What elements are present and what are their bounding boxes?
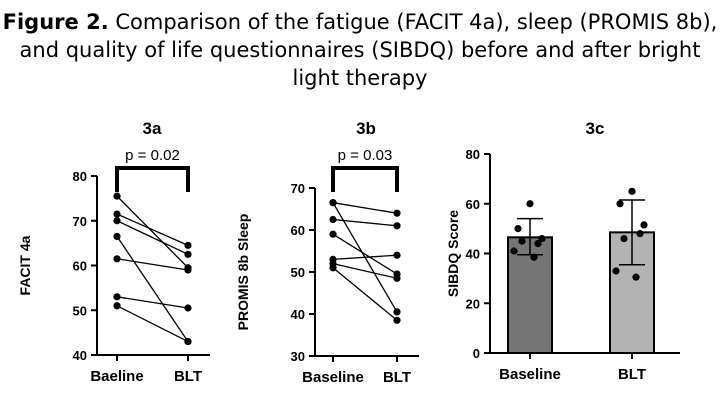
chart-3b-y-tick-label: 30 — [291, 349, 305, 364]
figure-label: Figure 2. — [2, 10, 109, 34]
chart-3a-series-line — [116, 220, 189, 255]
chart-3a-y-tick-label: 40 — [73, 348, 87, 363]
chart-3c-point — [514, 225, 522, 233]
chart-3b-point — [329, 199, 337, 207]
chart-3a-y-tick-label: 80 — [73, 169, 87, 184]
figure-caption: Figure 2. Comparison of the fatigue (FAC… — [0, 8, 720, 92]
chart-3b-series-line — [332, 218, 398, 227]
chart-3c-point — [640, 221, 648, 229]
chart-3c-point — [616, 200, 624, 208]
chart-3a-point — [113, 255, 121, 263]
chart-3a-significance-bracket — [115, 166, 190, 192]
chart-3c-title: 3c — [586, 119, 605, 138]
chart-3a-title: 3a — [143, 119, 162, 138]
chart-3b-point — [329, 264, 337, 272]
chart-3c-point — [510, 247, 518, 255]
chart-3b-series-line — [332, 254, 398, 261]
chart-3b-y-title: PROMIS 8b Sleep — [235, 214, 251, 331]
chart-3c-y-tick-label: 80 — [466, 147, 480, 162]
chart-3a-y-tick-label: 70 — [73, 214, 87, 229]
chart-3a-series-line — [116, 258, 189, 271]
chart-3b-point — [393, 251, 401, 259]
chart-3c-point — [636, 230, 644, 238]
chart-3b-y-tick-label: 60 — [291, 223, 305, 238]
chart-3c-point — [534, 239, 542, 248]
chart-3c-point — [612, 267, 620, 275]
chart-3a-y-tick-label: 50 — [73, 303, 87, 318]
chart-3b-point — [393, 222, 401, 230]
chart-3b-x-tick-label: Baseline — [302, 369, 364, 386]
chart-3a-y-tick-label: 60 — [73, 259, 87, 274]
chart-3b-significance-bracket — [331, 166, 399, 192]
chart-3a-point — [113, 302, 121, 310]
chart-3b-point — [329, 230, 337, 238]
chart-3a-y-title: FACIT 4a — [17, 235, 33, 295]
chart-3c-y-tick-label: 0 — [473, 346, 480, 361]
chart-3c-y-tick-label: 60 — [466, 197, 480, 212]
chart-3a-series-line — [116, 236, 189, 342]
chart-3b-point — [393, 274, 401, 282]
chart-3c-x-tick-label: Baseline — [499, 366, 561, 383]
figure-caption-text: Comparison of the fatigue (FACIT 4a), sl… — [19, 10, 718, 90]
chart-3b-point — [393, 209, 401, 217]
chart-3c-bar — [507, 236, 553, 354]
chart-3c-point — [632, 273, 640, 281]
chart-3a-point — [184, 266, 192, 274]
chart-3b-title: 3b — [356, 119, 376, 138]
chart-3c-point — [518, 237, 526, 245]
chart-3c-point — [620, 234, 628, 243]
chart-3b-y-tick-label: 50 — [291, 265, 305, 280]
chart-3a-series-line — [116, 195, 189, 269]
chart-3a-point — [184, 250, 192, 258]
chart-3a-series-line — [116, 296, 189, 309]
chart-3b-x-tick-label: BLT — [383, 369, 411, 386]
chart-3b-series-line — [332, 262, 398, 279]
chart-3c-point — [526, 200, 534, 208]
chart-3b-p-value: p = 0.03 — [338, 147, 393, 164]
chart-3c-y-title: SIBDQ Score — [445, 210, 461, 297]
chart-3a-point — [184, 304, 192, 312]
chart-3a-point — [184, 241, 192, 249]
chart-3a-x-tick-label: BLT — [174, 368, 202, 385]
chart-3b-point — [329, 215, 337, 224]
chart-3a-series-line — [116, 305, 189, 343]
chart-3a-point — [113, 293, 121, 301]
chart-3c-y-tick-label: 40 — [466, 247, 480, 262]
chart-3a-point — [113, 192, 121, 200]
chart-3a-p-value: p = 0.02 — [125, 147, 180, 164]
chart-3b-point — [393, 316, 401, 324]
chart-3a-point — [184, 337, 192, 346]
chart-3b-y-tick-label: 40 — [291, 307, 305, 322]
chart-3c-point — [628, 187, 636, 195]
chart-3a-series-line — [116, 213, 189, 246]
chart-3b-series-line — [332, 202, 398, 214]
chart-3b-series-line — [332, 267, 398, 321]
chart-3c-x-tick-label: BLT — [618, 366, 646, 383]
chart-3a-point — [113, 232, 121, 241]
chart-3c-point — [538, 234, 546, 243]
chart-3b-series-line — [332, 233, 398, 275]
chart-3a-point — [113, 217, 121, 225]
chart-3a-x-tick-label: Baeline — [90, 368, 143, 385]
chart-3a-point — [113, 210, 121, 218]
chart-3c-point — [530, 253, 538, 261]
chart-3b-y-tick-label: 70 — [291, 181, 305, 196]
chart-3b-point — [393, 308, 401, 316]
chart-3c-y-tick-label: 20 — [466, 296, 480, 311]
